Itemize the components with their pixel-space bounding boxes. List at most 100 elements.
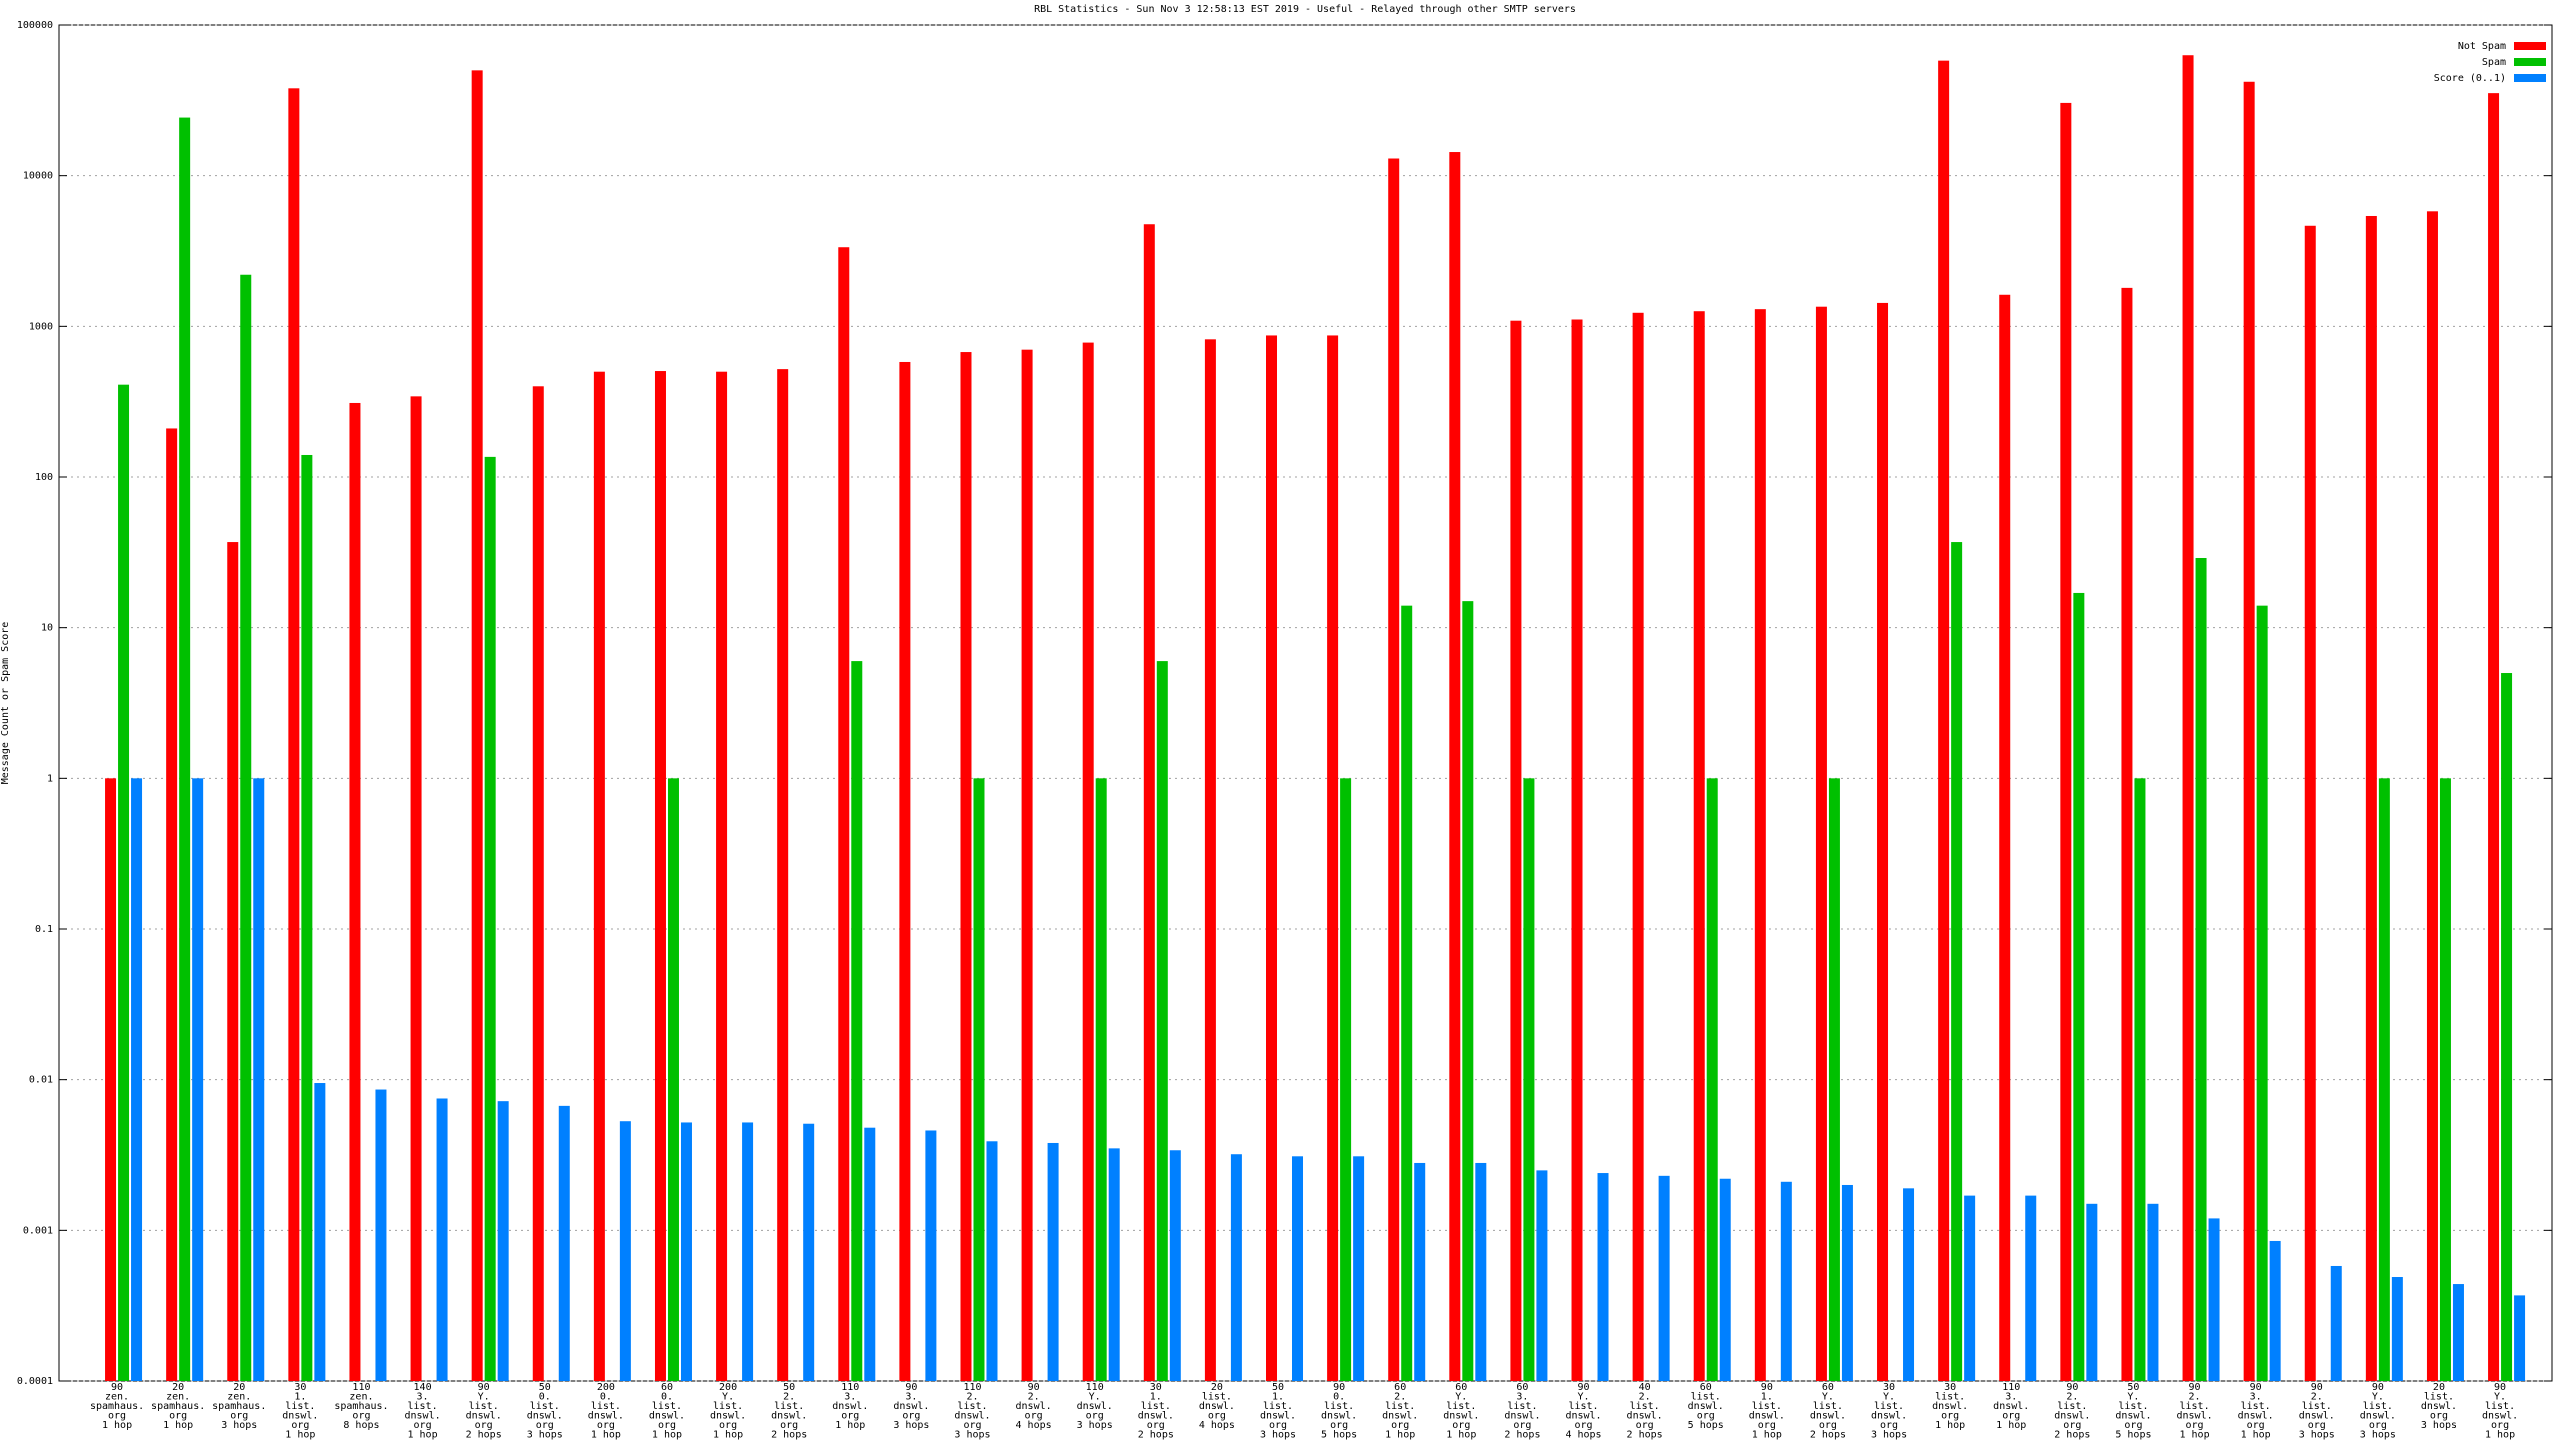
x-tick-label-line: org [108,1411,126,1422]
x-tick-label-line: 1 hop [1385,1430,1415,1440]
bar [1693,311,1705,1382]
x-tick-label-line: 110 [352,1382,370,1393]
x-tick-label-line: list. [1324,1401,1354,1412]
x-tick-label: 20 list. dnswl. org 4 hops [1199,1382,1235,1431]
x-tick-label-line: 2 hops [1504,1430,1540,1440]
x-tick-label-line: org [2063,1420,2081,1431]
x-tick-label-line: 1 hop [713,1430,743,1440]
x-tick-label-line: zen. [227,1392,251,1403]
bar [973,778,985,1381]
x-tick-label-line: org [658,1420,676,1431]
x-tick-label-line: 20 [172,1382,184,1393]
legend-label: Spam [2482,57,2506,68]
x-tick-label-line: list. [1507,1401,1537,1412]
x-tick-label-line: 140 [414,1382,432,1393]
x-tick-label-line: 200 [719,1382,737,1393]
bar [1658,1175,1670,1381]
bar [2439,778,2451,1381]
x-tick-label-line: 3 hops [527,1430,563,1440]
x-tick-label: 90 zen. spamhaus. org 1 hop [90,1382,144,1431]
x-tick-label-line: Y. [1883,1392,1895,1403]
x-tick-label-line: zen. [349,1392,373,1403]
bar [1292,1156,1304,1381]
bar [1353,1156,1365,1381]
x-tick-label-line: 20 [1211,1382,1223,1393]
bar [1815,306,1827,1381]
x-tick-label-line: 2. [1028,1392,1040,1403]
x-tick-label-line: org [2247,1420,2265,1431]
x-tick-label-line: org [2491,1420,2509,1431]
x-tick-label-line: 0. [661,1392,673,1403]
x-tick-label-line: dnswl. [2115,1411,2151,1422]
x-tick-label-line: list. [2424,1392,2454,1403]
x-tick-label-line: org [597,1420,615,1431]
x-tick-label-line: 90 [478,1382,490,1393]
x-tick-label-line: dnswl. [1932,1401,1968,1412]
x-tick-label-line: org [1269,1420,1287,1431]
bar [1082,342,1094,1382]
x-tick-label: 90 2. list. dnswl. org 3 hops [2299,1382,2335,1440]
x-tick-label: 90 2. list. dnswl. org 2 hops [2054,1382,2090,1440]
x-tick-label-line: list. [2363,1401,2393,1412]
x-tick-label-line: list. [1202,1392,1232,1403]
x-tick-label-line: dnswl. [2054,1411,2090,1422]
bar [288,88,300,1381]
x-tick-label-line: org [2430,1411,2448,1422]
x-tick-label-line: org [2002,1411,2020,1422]
bar [1938,60,1950,1381]
x-tick-label-line: org [780,1420,798,1431]
bar [1108,1148,1120,1381]
bar [593,371,605,1382]
bar [680,1122,692,1381]
x-tick-label-line: org [2124,1420,2142,1431]
x-tick-label-line: dnswl. [710,1411,746,1422]
x-tick-label: 40 2. list. dnswl. org 2 hops [1627,1382,1663,1440]
x-tick-label-line: org [291,1420,309,1431]
x-tick-label-line: dnswl. [2421,1401,2457,1412]
bar [1414,1162,1426,1381]
x-tick-label-line: 20 [2433,1382,2445,1393]
x-tick-label: 90 3. dnswl. org 3 hops [893,1382,929,1431]
y-tick-label: 10 [41,623,53,634]
bar [1828,778,1840,1381]
bar [1475,1162,1487,1381]
x-tick-label-line: spamhaus. [151,1401,205,1412]
x-tick-label: 50 Y. list. dnswl. org 5 hops [2115,1382,2151,1440]
x-tick-label-line: Y. [2127,1392,2139,1403]
bar [742,1122,754,1381]
x-tick-label-line: dnswl. [1199,1401,1235,1412]
x-tick-label-line: dnswl. [1627,1411,1663,1422]
x-tick-label-line: 1 hop [591,1430,621,1440]
x-tick-label-line: org [1819,1420,1837,1431]
x-tick-label-line: 3 hops [893,1420,929,1431]
bar [1327,335,1339,1381]
bar [1266,335,1278,1381]
x-tick-label-line: 90 [2066,1382,2078,1393]
bar [436,1098,448,1381]
x-tick-label-line: org [2186,1420,2204,1431]
bar [1388,158,1400,1381]
x-tick-label: 90 0. list. dnswl. org 5 hops [1321,1382,1357,1440]
x-tick-label-line: Y. [2494,1392,2506,1403]
x-tick-label-line: 2 hops [771,1430,807,1440]
x-tick-label-line: 30 [1150,1382,1162,1393]
x-tick-label-line: 5 hops [1688,1420,1724,1431]
x-tick-label: 60 0. list. dnswl. org 1 hop [649,1382,685,1440]
x-tick-label-line: list. [774,1401,804,1412]
x-tick-label-line: org [1391,1420,1409,1431]
x-tick-label-line: 2. [1394,1392,1406,1403]
x-tick-label-line: 90 [2189,1382,2201,1393]
bar [1903,1188,1915,1381]
x-tick-label-line: list. [652,1401,682,1412]
bar [1143,224,1155,1381]
bar [1964,1195,1976,1381]
x-tick-label: 50 1. list. dnswl. org 3 hops [1260,1382,1296,1440]
x-tick-label-line: org [1697,1411,1715,1422]
x-tick-label-line: list. [1141,1401,1171,1412]
bar [2147,1203,2159,1381]
x-tick-label-line: dnswl. [2482,1411,2518,1422]
x-tick-label-line: 2 hops [466,1430,502,1440]
x-tick-label-line: org [902,1411,920,1422]
x-tick-label-line: 3. [905,1392,917,1403]
bar [619,1121,631,1381]
